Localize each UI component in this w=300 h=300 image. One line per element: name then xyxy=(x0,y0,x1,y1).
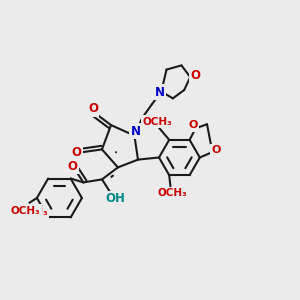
Text: N: N xyxy=(154,85,165,99)
Text: O: O xyxy=(190,69,201,82)
Text: O: O xyxy=(188,120,198,130)
Text: OCH₃: OCH₃ xyxy=(157,188,187,198)
Text: O: O xyxy=(88,102,98,116)
Text: OCH₃: OCH₃ xyxy=(11,206,41,216)
Text: OCH₃: OCH₃ xyxy=(142,116,172,127)
Text: OH: OH xyxy=(105,192,125,205)
Text: OCH₃: OCH₃ xyxy=(18,207,48,218)
Text: O: O xyxy=(68,160,78,173)
Text: O: O xyxy=(71,146,81,159)
Text: O: O xyxy=(211,145,221,155)
Text: N: N xyxy=(131,125,141,138)
